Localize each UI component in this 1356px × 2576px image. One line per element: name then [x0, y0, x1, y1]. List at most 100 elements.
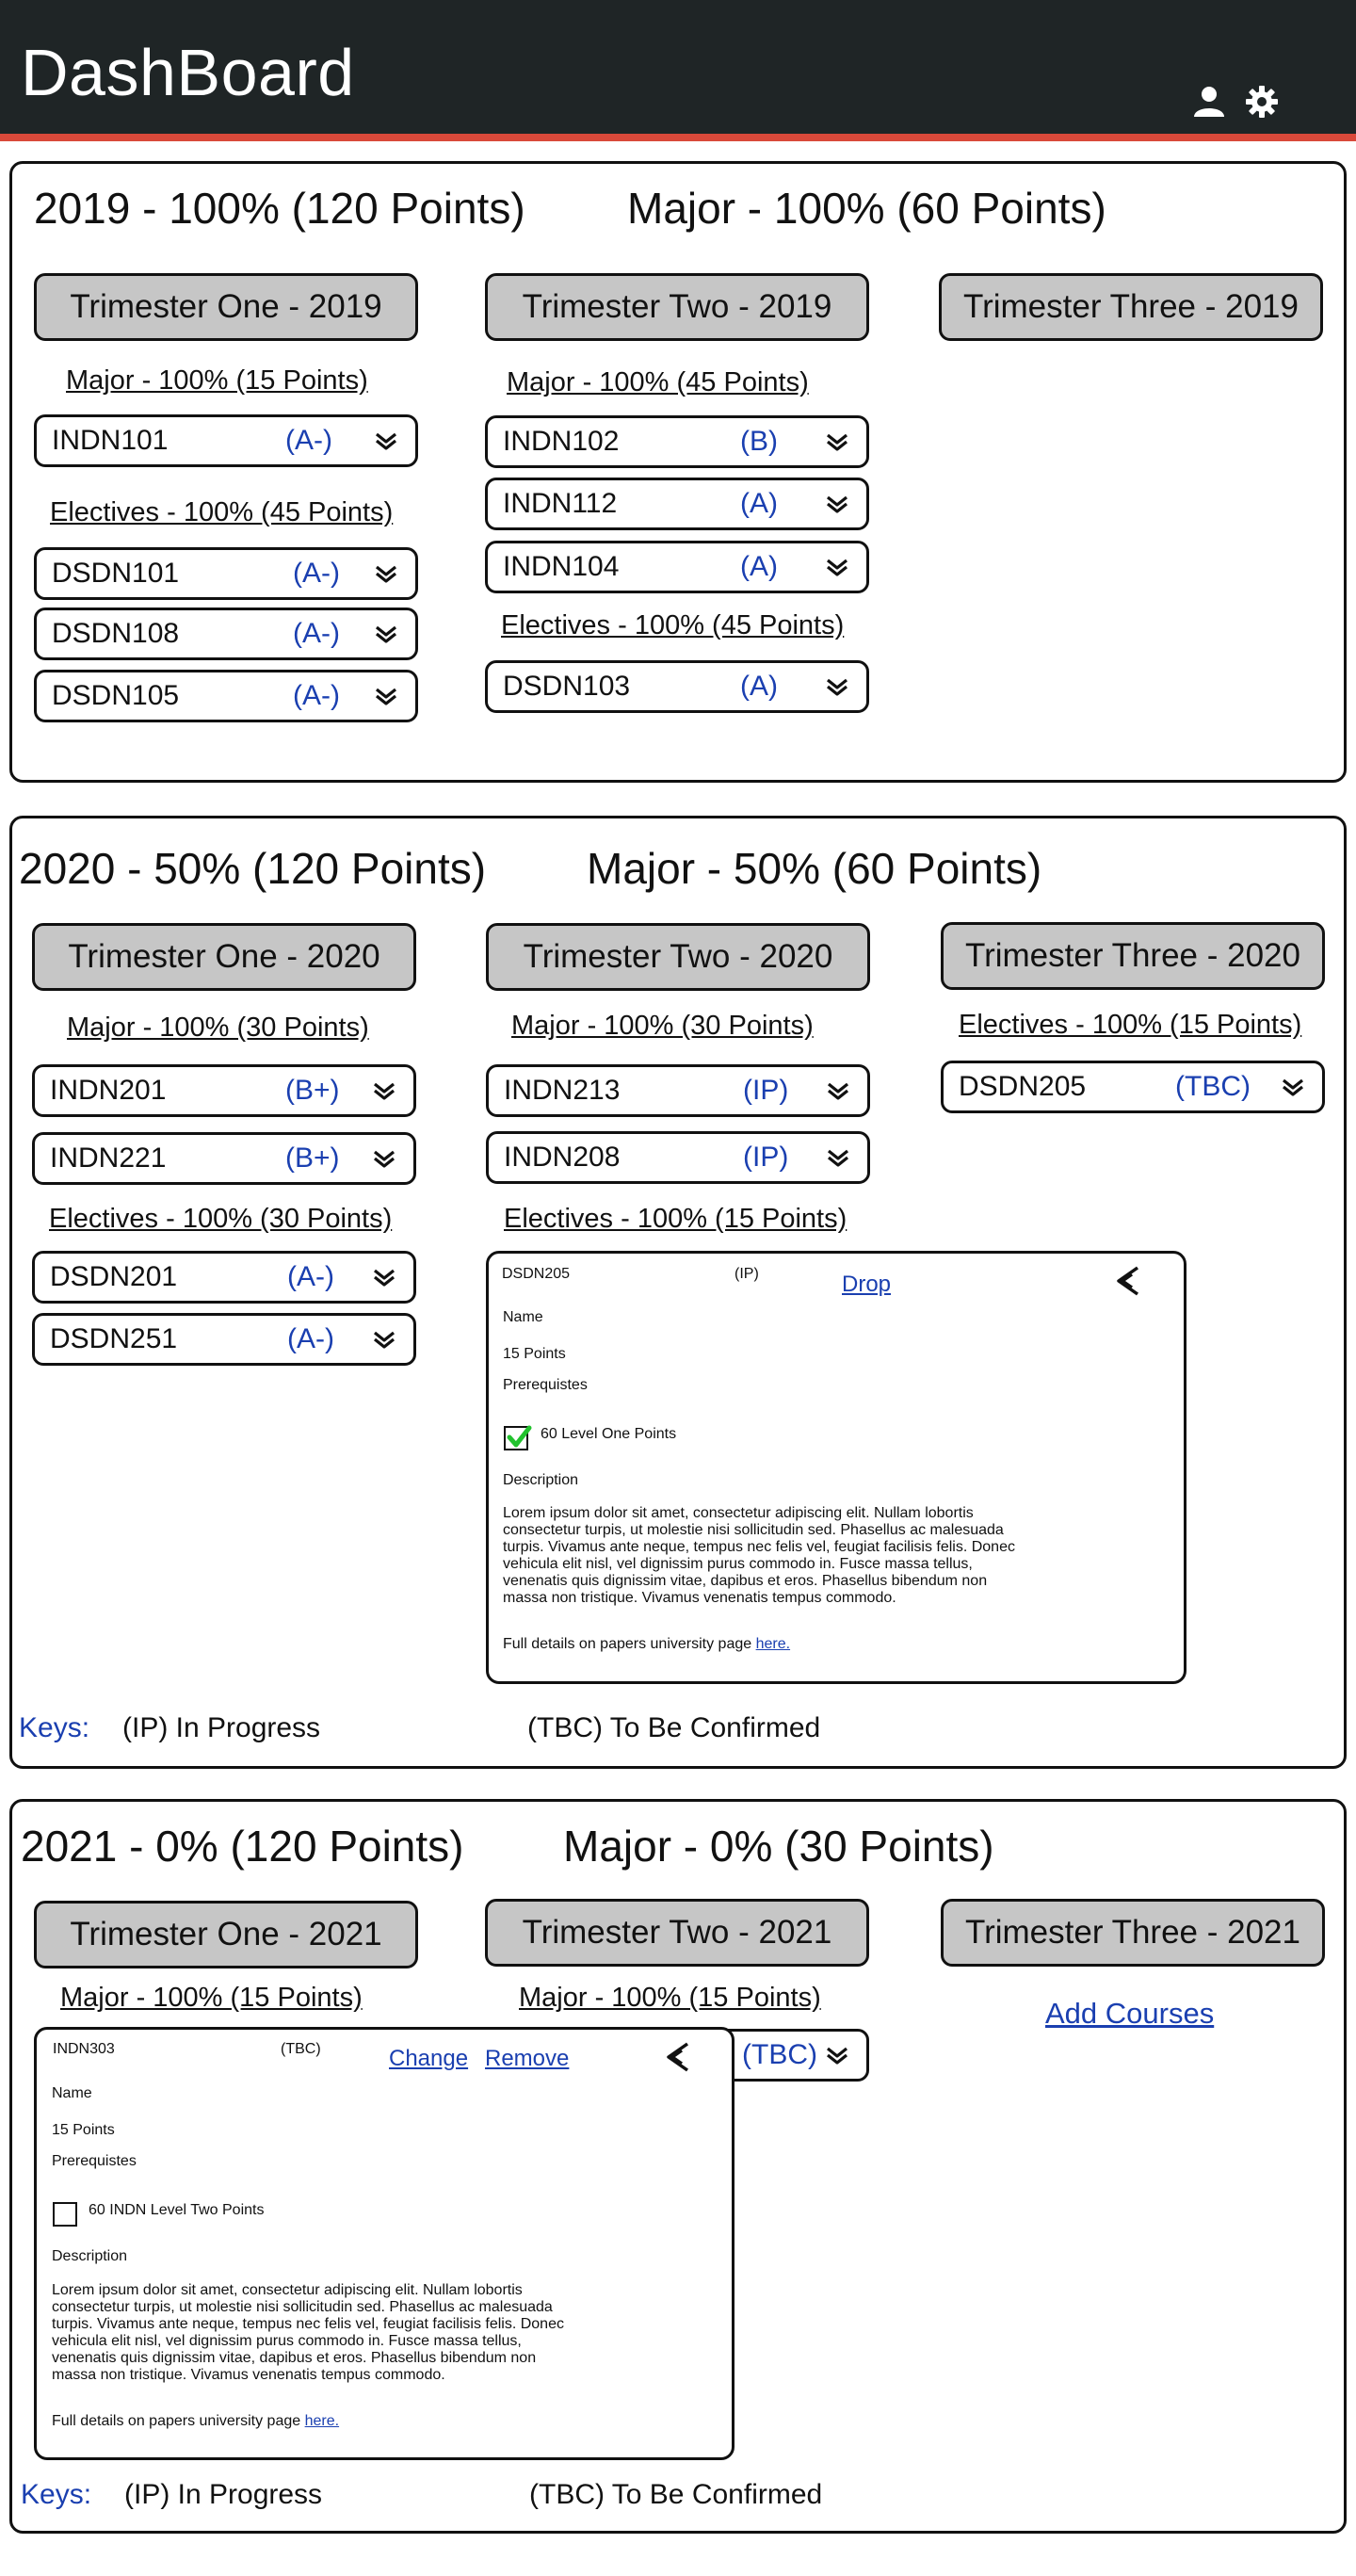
- remove-course-link[interactable]: Remove: [485, 2046, 570, 2071]
- course-code: DSDN101: [52, 558, 180, 589]
- change-course-link[interactable]: Change: [389, 2046, 469, 2071]
- course-row[interactable]: DSDN251 (A-): [32, 1313, 416, 1366]
- course-row[interactable]: INDN104 (A): [485, 541, 869, 593]
- course-code: DSDN201: [50, 1261, 178, 1292]
- university-page-link[interactable]: here.: [304, 2413, 340, 2429]
- prerequisite-label: 60 INDN Level Two Points: [89, 2202, 265, 2218]
- year-major-heading: Major - 100% (60 Points): [627, 184, 1106, 233]
- chevron-down-icon[interactable]: [825, 494, 849, 514]
- chevron-down-icon[interactable]: [826, 1080, 850, 1101]
- course-row[interactable]: DSDN105 (A-): [34, 670, 418, 722]
- trimester-one-2021-tab[interactable]: Trimester One - 2021: [34, 1901, 418, 1968]
- course-grade: (A-): [287, 1323, 334, 1354]
- course-code: DSDN108: [52, 618, 180, 649]
- section-heading-major: Major - 100% (15 Points): [66, 365, 368, 396]
- description-text: Lorem ipsum dolor sit amet, consectetur …: [52, 2282, 564, 2383]
- course-code: INDN221: [50, 1142, 167, 1174]
- course-grade: (A): [740, 488, 778, 519]
- add-courses-link[interactable]: Add Courses: [1045, 1997, 1215, 2030]
- user-icon[interactable]: [1190, 83, 1228, 121]
- chevron-down-icon[interactable]: [374, 624, 398, 644]
- chevron-down-icon[interactable]: [826, 1147, 850, 1168]
- full-details-text: Full details on papers university page h…: [52, 2413, 340, 2429]
- course-grade: (TBC): [742, 2039, 817, 2070]
- course-code: INDN102: [503, 426, 620, 457]
- course-code: INDN101: [52, 425, 169, 456]
- section-heading-electives: Electives - 100% (45 Points): [501, 610, 845, 640]
- year-major-heading: Major - 0% (30 Points): [563, 1822, 994, 1871]
- course-grade: (IP): [743, 1142, 789, 1173]
- key-in-progress: (IP) In Progress: [122, 1712, 321, 1743]
- keys-label: Keys:: [21, 2479, 92, 2510]
- detail-name-label: Name: [52, 2085, 92, 2101]
- drop-course-link[interactable]: Drop: [842, 1272, 892, 1297]
- detail-course-code: INDN303: [53, 2041, 115, 2058]
- chevron-down-icon[interactable]: [825, 557, 849, 577]
- trimester-one-2019-tab[interactable]: Trimester One - 2019: [34, 273, 418, 341]
- course-grade: (A-): [293, 680, 340, 711]
- prerequisite-checkbox[interactable]: [504, 1425, 532, 1450]
- prerequisite-label: 60 Level One Points: [541, 1426, 677, 1442]
- description-text: Lorem ipsum dolor sit amet, consectetur …: [503, 1505, 1015, 1606]
- course-row[interactable]: INDN101 (A-): [34, 414, 418, 467]
- course-grade: (A-): [285, 425, 332, 456]
- course-grade: (A): [740, 551, 778, 582]
- collapse-arrow-icon[interactable]: [659, 2038, 697, 2076]
- course-grade: (B): [740, 426, 778, 457]
- collapse-arrow-icon[interactable]: [1109, 1262, 1147, 1300]
- course-grade: (A-): [293, 618, 340, 649]
- course-grade: (A): [740, 671, 778, 702]
- section-heading-electives: Electives - 100% (45 Points): [50, 497, 394, 527]
- trimester-three-2021-tab[interactable]: Trimester Three - 2021: [941, 1899, 1325, 1967]
- prerequisite-checkbox[interactable]: [53, 2202, 77, 2227]
- section-heading-major: Major - 100% (30 Points): [511, 1011, 814, 1041]
- course-code: DSDN105: [52, 680, 180, 711]
- course-code: DSDN205: [959, 1071, 1087, 1102]
- trimester-one-2020-tab[interactable]: Trimester One - 2020: [32, 923, 416, 991]
- course-row[interactable]: INDN208 (IP): [486, 1131, 870, 1184]
- year-heading: 2020 - 50% (120 Points): [19, 844, 487, 893]
- course-row[interactable]: INDN102 (B): [485, 415, 869, 468]
- chevron-down-icon[interactable]: [372, 1080, 396, 1101]
- course-row[interactable]: INDN201 (B+): [32, 1064, 416, 1117]
- trimester-three-2019-tab[interactable]: Trimester Three - 2019: [939, 273, 1323, 341]
- course-row[interactable]: INDN221 (B+): [32, 1132, 416, 1185]
- detail-course-code: DSDN205: [502, 1266, 571, 1283]
- trimester-two-2020-tab[interactable]: Trimester Two - 2020: [486, 923, 870, 991]
- course-code: INDN213: [504, 1075, 621, 1106]
- key-in-progress: (IP) In Progress: [124, 2479, 323, 2510]
- chevron-down-icon[interactable]: [374, 430, 398, 451]
- section-heading-major: Major - 100% (45 Points): [507, 367, 809, 397]
- chevron-down-icon[interactable]: [825, 431, 849, 452]
- course-row[interactable]: INDN112 (A): [485, 478, 869, 530]
- course-grade: (A-): [287, 1261, 334, 1292]
- year-heading: 2021 - 0% (120 Points): [21, 1822, 464, 1871]
- course-row[interactable]: DSDN205 (TBC): [941, 1061, 1325, 1113]
- chevron-down-icon[interactable]: [374, 686, 398, 706]
- university-page-link[interactable]: here.: [755, 1636, 791, 1652]
- detail-course-grade: (IP): [734, 1266, 759, 1283]
- chevron-down-icon[interactable]: [372, 1329, 396, 1350]
- chevron-down-icon[interactable]: [825, 676, 849, 697]
- checkmark-icon: [507, 1425, 532, 1448]
- gear-icon[interactable]: [1243, 83, 1281, 121]
- course-row[interactable]: DSDN108 (A-): [34, 608, 418, 660]
- course-row[interactable]: DSDN201 (A-): [32, 1251, 416, 1304]
- keys-label: Keys:: [19, 1712, 90, 1743]
- chevron-down-icon[interactable]: [372, 1148, 396, 1169]
- chevron-down-icon[interactable]: [825, 2045, 849, 2066]
- chevron-down-icon[interactable]: [1281, 1077, 1305, 1097]
- course-row[interactable]: INDN213 (IP): [486, 1064, 870, 1117]
- course-grade: (B+): [285, 1075, 340, 1106]
- trimester-three-2020-tab[interactable]: Trimester Three - 2020: [941, 922, 1325, 990]
- chevron-down-icon[interactable]: [372, 1267, 396, 1288]
- trimester-two-2019-tab[interactable]: Trimester Two - 2019: [485, 273, 869, 341]
- trimester-two-2021-tab[interactable]: Trimester Two - 2021: [485, 1899, 869, 1967]
- course-row[interactable]: DSDN101 (A-): [34, 547, 418, 600]
- description-heading: Description: [503, 1472, 579, 1488]
- course-row[interactable]: DSDN103 (A): [485, 660, 869, 713]
- year-major-heading: Major - 50% (60 Points): [587, 844, 1042, 893]
- section-heading-major: Major - 100% (15 Points): [60, 1983, 363, 2013]
- full-details-text: Full details on papers university page h…: [503, 1636, 791, 1652]
- chevron-down-icon[interactable]: [374, 563, 398, 584]
